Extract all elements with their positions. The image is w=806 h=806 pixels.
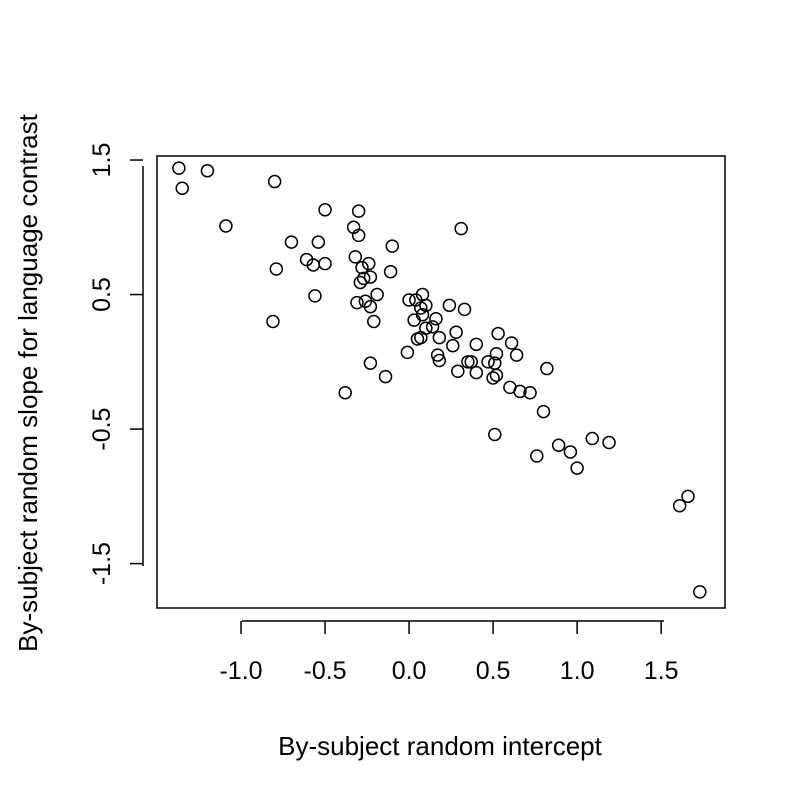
data-point xyxy=(457,302,472,317)
data-point xyxy=(172,161,186,175)
data-point xyxy=(355,260,369,275)
data-point xyxy=(486,371,500,385)
data-point xyxy=(284,235,299,249)
data-point xyxy=(672,499,687,513)
data-point xyxy=(523,386,537,400)
data-point xyxy=(469,365,484,380)
data-point xyxy=(219,219,233,233)
data-point xyxy=(432,353,447,368)
x-tick-label: -1.0 xyxy=(219,657,262,685)
data-point xyxy=(504,336,519,350)
data-point xyxy=(681,489,695,504)
data-point xyxy=(402,293,416,307)
data-point xyxy=(348,250,363,264)
data-point xyxy=(363,299,378,314)
x-tick-label: -0.5 xyxy=(304,657,347,685)
data-point xyxy=(454,221,468,236)
data-point xyxy=(351,204,366,218)
data-point xyxy=(488,427,502,442)
data-point xyxy=(311,235,326,249)
data-point xyxy=(367,314,381,329)
data-point xyxy=(361,256,376,271)
data-point xyxy=(414,330,428,345)
data-point xyxy=(419,298,433,313)
y-tick-label: -0.5 xyxy=(88,408,116,451)
x-axis-ticks: -1.0 -0.5 0.0 0.5 1.0 1.5 xyxy=(219,621,679,685)
data-point xyxy=(363,270,378,284)
data-point xyxy=(318,203,332,217)
y-tick-label: 0.5 xyxy=(88,277,116,312)
data-point xyxy=(469,337,484,352)
data-point xyxy=(570,461,584,475)
data-point xyxy=(338,386,352,400)
data-point xyxy=(551,438,566,452)
data-point xyxy=(356,271,371,286)
data-point xyxy=(425,320,440,334)
x-tick-label: 1.5 xyxy=(644,657,679,685)
data-point xyxy=(530,449,544,463)
data-point xyxy=(489,347,504,361)
data-point xyxy=(540,361,554,376)
data-point xyxy=(509,348,524,362)
data-point xyxy=(536,404,551,419)
data-point xyxy=(442,298,457,313)
data-point xyxy=(351,228,366,243)
data-point xyxy=(353,275,368,290)
data-point xyxy=(693,585,707,599)
y-tick-label: 1.5 xyxy=(88,143,116,178)
data-point xyxy=(602,435,616,450)
x-tick-label: 0.5 xyxy=(476,657,511,685)
data-point xyxy=(200,164,215,178)
data-point xyxy=(464,355,478,369)
data-point xyxy=(370,287,384,302)
data-point xyxy=(563,445,578,459)
data-point xyxy=(451,364,465,378)
y-tick-label: -1.5 xyxy=(88,542,116,585)
data-point xyxy=(363,356,378,370)
data-point xyxy=(350,295,364,310)
data-point xyxy=(383,264,398,279)
data-point xyxy=(491,326,505,341)
data-point xyxy=(267,174,282,189)
plot-frame xyxy=(156,155,726,609)
data-point xyxy=(432,330,447,345)
data-point xyxy=(461,355,475,369)
data-point xyxy=(481,355,495,369)
y-axis-ticks: -1.5 -0.5 0.5 1.5 xyxy=(88,143,143,585)
data-point xyxy=(400,345,415,360)
data-point xyxy=(429,312,443,326)
data-point xyxy=(175,181,189,196)
data-point xyxy=(308,289,322,303)
x-axis-title: By-subject random intercept xyxy=(278,731,602,761)
data-point xyxy=(266,314,280,329)
data-point xyxy=(430,348,445,362)
data-point xyxy=(378,369,393,384)
data-point xyxy=(446,338,460,353)
x-tick-label: 0.0 xyxy=(392,657,427,685)
data-point xyxy=(407,313,421,327)
y-axis-title: By-subject random slope for language con… xyxy=(13,113,43,651)
data-point xyxy=(585,431,599,446)
data-point xyxy=(513,384,527,399)
data-point xyxy=(269,262,284,276)
data-points xyxy=(172,161,707,599)
x-tick-label: 1.0 xyxy=(560,657,595,685)
data-point xyxy=(318,256,332,271)
data-point xyxy=(489,368,504,383)
data-point xyxy=(449,325,463,339)
data-point xyxy=(385,239,400,253)
